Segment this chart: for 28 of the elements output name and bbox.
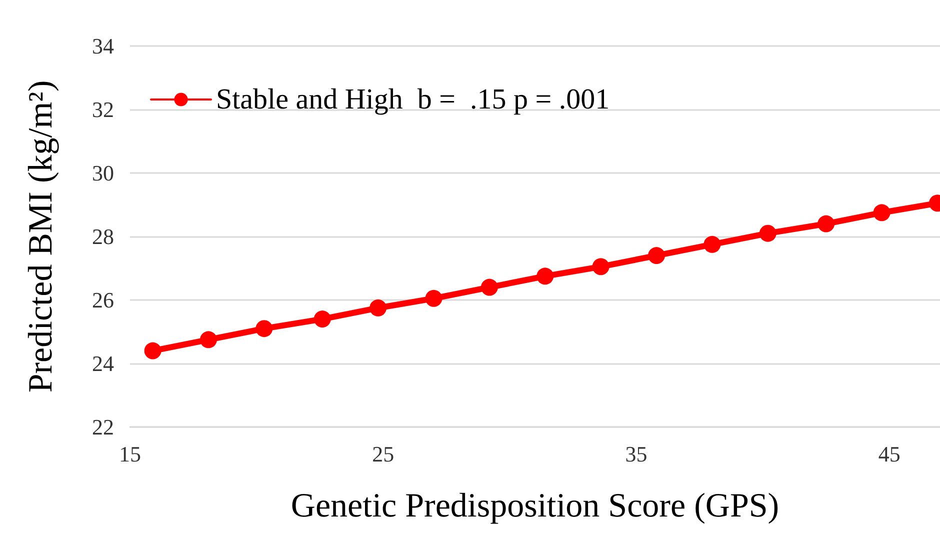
point — [759, 224, 776, 242]
y-tick-label: 34 — [92, 34, 114, 58]
y-tick-label: 28 — [92, 224, 114, 249]
y-tick-label: 22 — [92, 414, 114, 440]
point — [256, 320, 273, 338]
y-tick-label: 26 — [92, 288, 114, 312]
x-axis-title: Genetic Predisposition Score (GPS) — [290, 488, 780, 524]
point — [314, 310, 331, 328]
x-tick-label: 45 — [878, 442, 900, 466]
y-tick-label: 32 — [92, 97, 114, 122]
point — [370, 299, 387, 316]
point — [592, 258, 610, 276]
point — [536, 268, 554, 285]
point — [480, 278, 498, 296]
x-tick-label: 15 — [119, 442, 141, 466]
y-axis-title: Predicted BMI (kg/m²) — [22, 80, 60, 393]
point — [873, 204, 890, 222]
point — [200, 331, 217, 348]
point — [425, 290, 442, 307]
x-tick-label: 35 — [625, 442, 648, 466]
y-tick-label: 30 — [92, 160, 114, 186]
legend-label: Stable and High b = .15 p = .001 — [216, 84, 610, 116]
point — [704, 236, 721, 253]
point — [648, 247, 665, 264]
y-tick-label: 24 — [92, 351, 114, 376]
point — [144, 342, 162, 360]
x-tick-label: 25 — [372, 442, 394, 466]
point — [818, 215, 835, 232]
